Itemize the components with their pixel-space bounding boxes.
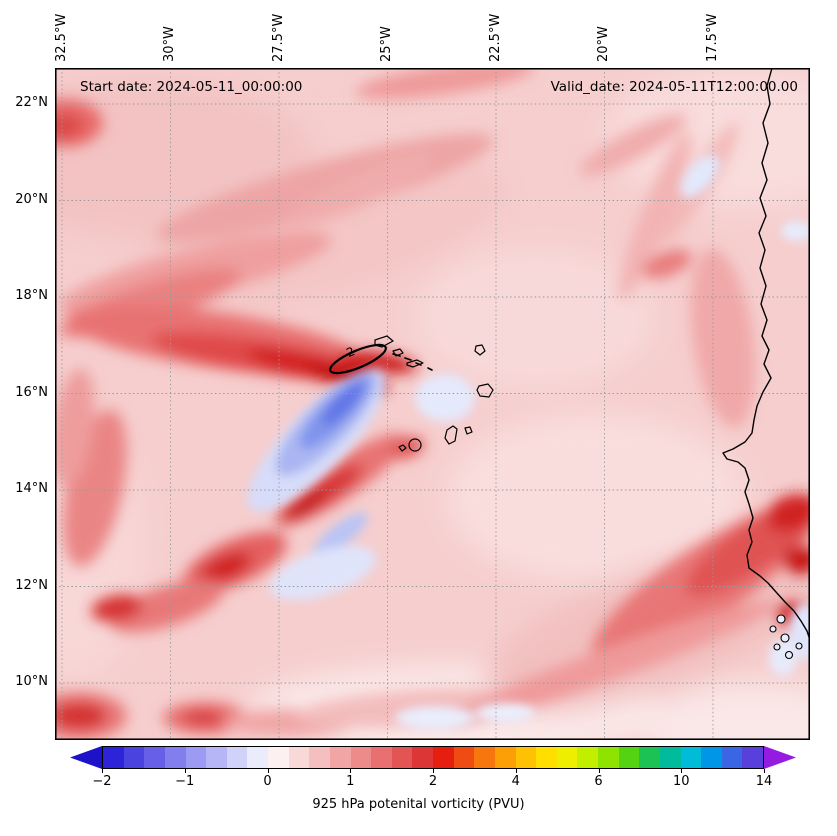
colorbar-tickmark: [764, 769, 765, 773]
colorbar-cell: [659, 747, 681, 768]
top-tick-17-5w: 17.5°W: [705, 13, 720, 62]
colorbar-cell: [515, 747, 537, 768]
colorbar-cell: [412, 747, 433, 768]
plot-frame: [54, 67, 811, 741]
colorbar-tickmark: [433, 769, 434, 773]
colorbar-cell: [226, 747, 248, 768]
colorbar-tickmark: [350, 769, 352, 773]
colorbar-cell: [639, 747, 660, 768]
negative-pv-wake: [247, 154, 810, 730]
start-date-text: Start date: 2024-05-11_00:00:00: [80, 79, 303, 95]
colorbar-cell: [350, 747, 372, 768]
bijagos-islands: [769, 614, 803, 660]
colorbar-tickmark: [184, 769, 186, 773]
colorbar-cell: [453, 747, 475, 768]
top-tick-32-5w: 32.5°W: [54, 13, 69, 62]
colorbar-cell: [433, 747, 454, 768]
colorbar-tick-label: 14: [755, 774, 773, 789]
gridlines-horizontal: [55, 103, 810, 684]
colorbar-cell: [618, 747, 640, 768]
pv-map: 2: [54, 67, 811, 741]
left-tick-20n: 20°N: [15, 192, 48, 207]
colorbar-cell: [309, 747, 330, 768]
colorbar-cell: [474, 747, 495, 768]
valid-date-text: Valid_date: 2024-05-11T12:00:00.00: [550, 79, 798, 95]
colorbar-tick-label: 0: [263, 774, 272, 789]
colorbar: [70, 746, 796, 769]
colorbar-cell: [123, 747, 145, 768]
colorbar-cell: [371, 747, 392, 768]
colorbar-cell: [268, 747, 289, 768]
top-tick-22-5w: 22.5°W: [488, 13, 503, 62]
colorbar-cell: [742, 747, 763, 768]
colorbar-cell: [247, 747, 268, 768]
left-tick-16n: 16°N: [15, 385, 48, 400]
colorbar-tick-label: 1: [346, 774, 355, 789]
colorbar-cell: [144, 747, 165, 768]
positive-pv-streaks: [55, 68, 810, 740]
colorbar-cell: [721, 747, 743, 768]
left-tick-12n: 12°N: [15, 578, 48, 593]
colorbar-tickmark: [681, 769, 683, 773]
colorbar-tick-label: 6: [594, 774, 603, 789]
left-tick-14n: 14°N: [15, 481, 48, 496]
colorbar-tick-label: −2: [92, 774, 112, 789]
colorbar-cell: [391, 747, 413, 768]
colorbar-tick-label: 10: [672, 774, 690, 789]
colorbar-tickmark: [267, 769, 269, 773]
africa-coastline: [722, 68, 810, 641]
left-tick-18n: 18°N: [15, 288, 48, 303]
colorbar-right-arrow: [764, 746, 796, 769]
colorbar-caption: 925 hPa potenital vorticity (PVU): [312, 797, 525, 812]
colorbar-cell: [206, 747, 227, 768]
colorbar-tick-label: 4: [511, 774, 520, 789]
colorbar-cell: [103, 747, 124, 768]
colorbar-tick-label: 2: [428, 774, 438, 789]
colorbar-cell: [185, 747, 207, 768]
cape-verde-islands: [374, 335, 494, 452]
colorbar-cell: [288, 747, 310, 768]
left-tick-22n: 22°N: [15, 95, 48, 110]
top-tick-30w: 30°W: [162, 26, 177, 62]
colorbar-cell: [164, 747, 186, 768]
colorbar-cell: [556, 747, 578, 768]
colorbar-cells: [102, 746, 764, 769]
left-tick-10n: 10°N: [15, 674, 48, 689]
colorbar-cell: [680, 747, 702, 768]
colorbar-cell: [494, 747, 516, 768]
map-panel: 2: [54, 67, 811, 741]
colorbar-tickmark: [102, 769, 103, 773]
top-tick-20w: 20°W: [596, 26, 611, 62]
colorbar-left-arrow: [70, 746, 102, 769]
colorbar-tick-label: −1: [175, 774, 195, 789]
colorbar-tickmark: [598, 769, 600, 773]
colorbar-cell: [329, 747, 351, 768]
colorbar-tickmark: [515, 769, 517, 773]
colorbar-cell: [701, 747, 722, 768]
colorbar-cell: [536, 747, 557, 768]
top-tick-27-5w: 27.5°W: [271, 13, 286, 62]
colorbar-cell: [577, 747, 598, 768]
top-tick-25w: 25°W: [379, 26, 394, 62]
colorbar-cell: [598, 747, 619, 768]
